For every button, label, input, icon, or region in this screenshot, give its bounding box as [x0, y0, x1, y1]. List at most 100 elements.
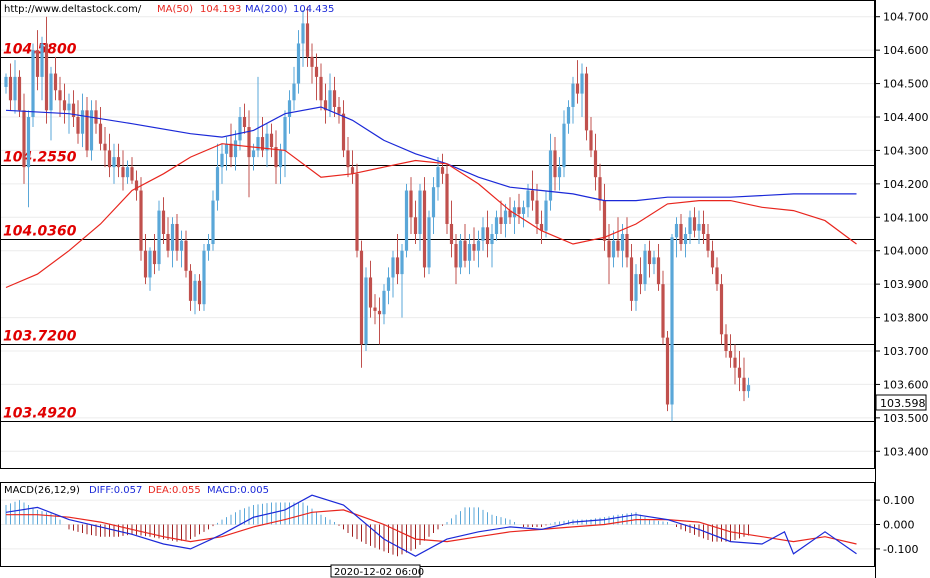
candle	[85, 96, 89, 158]
candle	[62, 83, 67, 124]
candle-body	[598, 177, 602, 201]
candle	[134, 170, 139, 201]
candle	[580, 63, 584, 117]
candle-body	[719, 284, 724, 335]
candle	[193, 274, 197, 315]
candle-body	[31, 50, 35, 118]
candle-body	[431, 187, 436, 218]
candle	[8, 63, 13, 111]
candle	[206, 234, 211, 261]
candle	[544, 190, 548, 238]
candle-body	[715, 267, 719, 285]
candle-body	[319, 76, 323, 101]
candle	[17, 70, 22, 117]
candle-body	[733, 357, 737, 368]
candle	[170, 217, 175, 268]
candle	[719, 274, 724, 345]
candle	[233, 130, 238, 171]
candle	[296, 30, 301, 94]
candle-body	[485, 227, 490, 245]
candle	[341, 100, 346, 158]
candle-body	[607, 240, 611, 258]
candle-body	[395, 257, 400, 275]
candle-body	[427, 217, 431, 268]
candle-body	[224, 143, 229, 154]
candle	[422, 177, 427, 278]
candle	[386, 267, 391, 305]
source-url[interactable]: http://www.deltastock.com/	[4, 4, 142, 15]
candle-body	[413, 217, 418, 234]
candle-body	[503, 210, 508, 224]
candle-body	[467, 244, 472, 261]
candle	[332, 76, 337, 117]
candle	[44, 16, 49, 124]
candle-body	[436, 167, 440, 188]
candle-body	[391, 257, 395, 278]
candle	[103, 127, 107, 168]
candle	[616, 217, 620, 258]
candle-body	[85, 110, 89, 151]
candle	[197, 274, 202, 311]
candle-body	[544, 200, 548, 231]
candle	[130, 157, 134, 184]
candle-body	[481, 227, 485, 241]
price-tick-label: 104.400	[883, 111, 929, 124]
candle	[242, 103, 247, 134]
candle-body	[724, 334, 728, 351]
candle-body	[602, 200, 607, 241]
candle	[746, 377, 751, 398]
candle-body	[58, 90, 62, 101]
candle-body	[71, 103, 76, 117]
candle	[184, 230, 188, 278]
candle-body	[742, 377, 746, 392]
candle-body	[409, 190, 413, 218]
candle-body	[634, 274, 638, 301]
candle-body	[688, 217, 692, 234]
candle-body	[638, 274, 643, 285]
level-label: 103.4920	[3, 406, 77, 422]
candle	[166, 217, 170, 258]
candle-body	[611, 240, 616, 258]
macd-diff-label: DIFF:0.057	[89, 485, 142, 496]
candle-body	[562, 123, 566, 168]
candle-body	[278, 150, 283, 168]
candle	[13, 60, 17, 114]
candle-body	[580, 73, 584, 94]
candle-body	[548, 150, 553, 201]
candle-body	[260, 137, 265, 151]
candle-body	[188, 270, 193, 301]
price-tick-label: 104.500	[883, 78, 929, 91]
candle-body	[62, 100, 67, 111]
candle	[665, 330, 670, 412]
candle	[80, 93, 85, 148]
candle-body	[143, 250, 148, 278]
candle	[485, 210, 490, 258]
candle	[368, 260, 373, 318]
candle	[436, 157, 440, 201]
candle	[76, 100, 80, 144]
candle	[382, 284, 386, 325]
candle-body	[674, 223, 679, 238]
macd-value-label: MACD:0.005	[207, 485, 269, 496]
price-axis-ticks: 104.700 104.600 104.500 104.400 104.300 104.2…	[875, 11, 929, 458]
candle	[94, 100, 98, 134]
candle	[188, 264, 193, 311]
candle-body	[359, 250, 364, 345]
candle-body	[35, 50, 40, 77]
candle-body	[229, 143, 233, 158]
candle	[476, 230, 481, 268]
candle-body	[665, 337, 670, 405]
candle-body	[418, 190, 422, 234]
candle	[305, 6, 310, 67]
candle	[557, 157, 562, 191]
candle-body	[161, 210, 166, 234]
candle	[494, 210, 499, 241]
candle	[584, 66, 589, 141]
candle	[530, 170, 535, 211]
candle	[728, 334, 733, 368]
candle-body	[521, 207, 526, 214]
price-tick-label: 104.100	[883, 211, 929, 224]
candle	[661, 270, 665, 345]
candle	[512, 200, 517, 234]
